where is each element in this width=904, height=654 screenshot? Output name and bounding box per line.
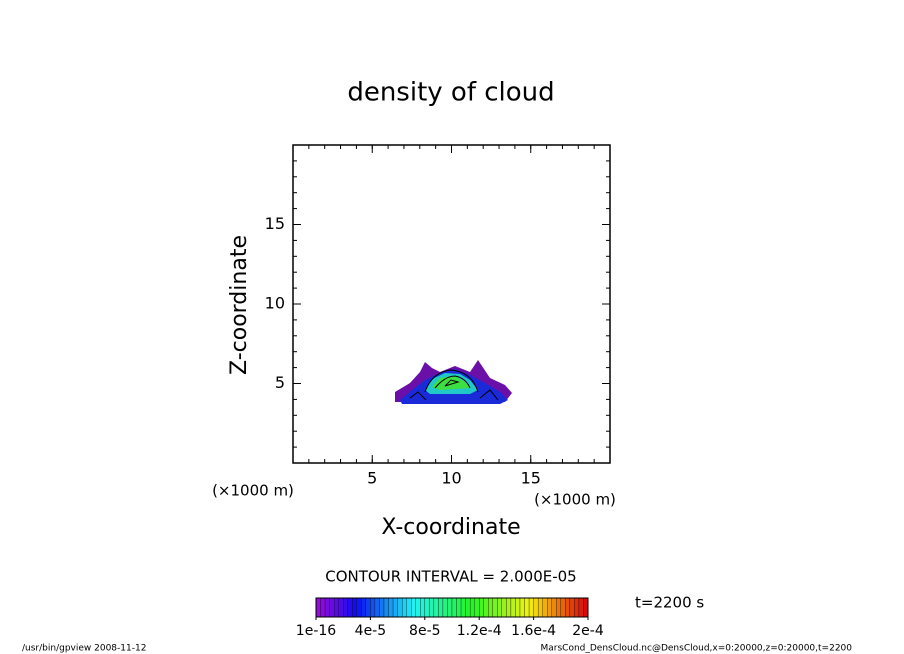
colorbar-stripe bbox=[401, 597, 407, 618]
colorbar-stripe bbox=[501, 597, 507, 618]
colorbar-stripe bbox=[406, 597, 412, 618]
colorbar-tick-label: 1.6e-4 bbox=[511, 623, 556, 639]
colorbar-stripe bbox=[343, 597, 348, 618]
colorbar-stripe bbox=[574, 597, 580, 618]
colorbar-stripe bbox=[338, 597, 344, 618]
x-tick-label: 5 bbox=[367, 469, 377, 488]
contour-line bbox=[409, 369, 499, 401]
colorbar-stripe bbox=[537, 597, 543, 618]
colorbar-stripe bbox=[397, 597, 403, 618]
colorbar-stripe bbox=[515, 597, 521, 618]
colorbar-stripe bbox=[460, 597, 466, 618]
colorbar-stripe bbox=[420, 597, 425, 618]
y-tick-label: 15 bbox=[265, 214, 285, 233]
colorbar-stripe bbox=[565, 597, 571, 618]
colorbar-tick-label: 1.2e-4 bbox=[457, 623, 502, 639]
x-unit: (×1000 m) bbox=[534, 491, 616, 509]
colorbar-stripe bbox=[347, 597, 353, 618]
colorbar-stripe bbox=[365, 597, 371, 618]
colorbar-stripe bbox=[488, 597, 493, 618]
colorbar-stripe bbox=[356, 597, 362, 618]
time-label: t=2200 s bbox=[635, 594, 704, 612]
plot-frame bbox=[292, 144, 611, 464]
colorbar-stripe bbox=[429, 597, 435, 618]
footer-left: /usr/bin/gpview 2008-11-12 bbox=[22, 644, 146, 654]
colorbar-stripe bbox=[465, 597, 471, 618]
colorbar-stripe bbox=[483, 597, 489, 618]
colorbar-stripe bbox=[551, 597, 557, 618]
colorbar-stripe bbox=[506, 597, 512, 618]
cloud-contours bbox=[395, 360, 512, 404]
y-unit: (×1000 m) bbox=[212, 482, 294, 500]
y-axis-label: Z-coordinate bbox=[227, 235, 252, 375]
colorbar-stripe bbox=[474, 597, 480, 618]
colorbar-stripe bbox=[583, 597, 589, 618]
colorbar-stripe bbox=[533, 597, 539, 618]
colorbar-stripe bbox=[547, 597, 552, 618]
colorbar-tick-label: 1e-16 bbox=[296, 623, 336, 639]
colorbar-stripe bbox=[433, 597, 439, 618]
colorbar-stripe bbox=[469, 597, 475, 618]
chart-title: density of cloud bbox=[347, 78, 554, 108]
footer-right: MarsCond_DensCloud.nc@DensCloud,x=0:2000… bbox=[541, 644, 853, 654]
colorbar-frame bbox=[315, 597, 589, 618]
colorbar-stripe bbox=[479, 597, 484, 618]
colorbar-stripe bbox=[442, 597, 448, 618]
y-tick-label: 5 bbox=[275, 373, 285, 392]
colorbar-stripe bbox=[320, 597, 326, 618]
contour-interval: CONTOUR INTERVAL = 2.000E-05 bbox=[325, 568, 576, 586]
colorbar-stripe bbox=[379, 597, 385, 618]
colorbar-stripe bbox=[492, 597, 498, 618]
colorbar-stripe bbox=[519, 597, 525, 618]
x-axis-label: X-coordinate bbox=[381, 515, 520, 540]
colorbar-stripe bbox=[415, 597, 421, 618]
colorbar-stripe bbox=[324, 597, 330, 618]
colorbar-stripe bbox=[528, 597, 534, 618]
colorbar-stripe bbox=[392, 597, 398, 618]
contour-fill bbox=[432, 376, 470, 390]
colorbar-stripe bbox=[447, 597, 453, 618]
x-tick-label: 10 bbox=[441, 469, 461, 488]
colorbar-stripe bbox=[333, 597, 339, 618]
colorbar-stripe bbox=[352, 597, 357, 618]
colorbar-stripe bbox=[370, 597, 376, 618]
colorbar-tick-label: 2e-4 bbox=[572, 623, 604, 639]
colorbar-tick-label: 8e-5 bbox=[409, 623, 440, 639]
colorbar-stripe bbox=[560, 597, 566, 618]
y-tick-label: 10 bbox=[265, 294, 285, 313]
colorbar-stripe bbox=[542, 597, 548, 618]
x-tick-label: 15 bbox=[521, 469, 541, 488]
colorbar-stripe bbox=[411, 597, 416, 618]
colorbar-stripe bbox=[510, 597, 516, 618]
colorbar-stripe bbox=[329, 597, 335, 618]
colorbar-stripe bbox=[578, 597, 584, 618]
colorbar-stripe bbox=[374, 597, 380, 618]
colorbar-stripe bbox=[424, 597, 430, 618]
colorbar-stripe bbox=[456, 597, 462, 618]
colorbar-stripe bbox=[438, 597, 444, 618]
colorbar-stripe bbox=[497, 597, 503, 618]
colorbar-stripe bbox=[388, 597, 394, 618]
colorbar-stripe bbox=[315, 597, 321, 618]
colorbar-stripe bbox=[451, 597, 457, 618]
colorbar-stripe bbox=[569, 597, 575, 618]
colorbar-tick-label: 4e-5 bbox=[355, 623, 386, 639]
colorbar-stripe bbox=[524, 597, 530, 618]
colorbar-stripe bbox=[556, 597, 561, 618]
colorbar-stripe bbox=[383, 597, 389, 618]
colorbar-stripe bbox=[361, 597, 367, 618]
